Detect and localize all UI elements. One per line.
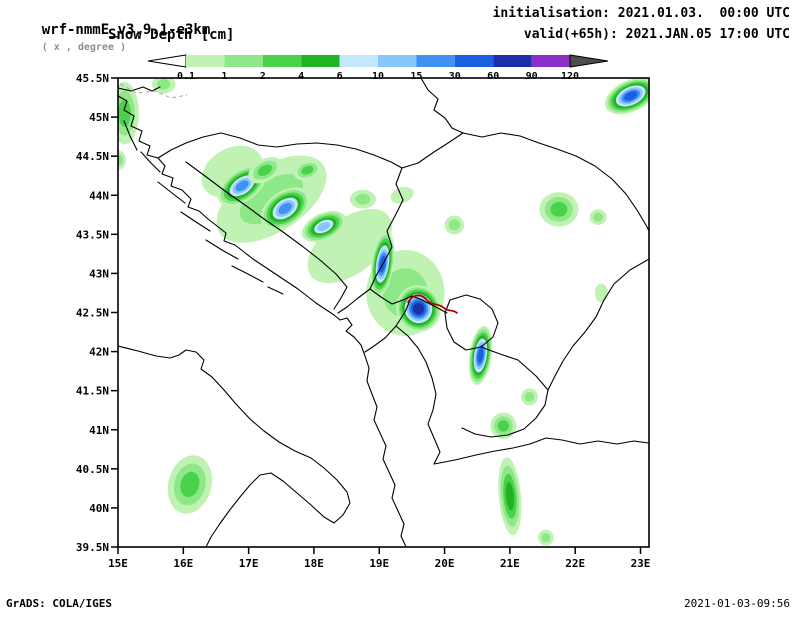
border-north-macedonia xyxy=(461,346,549,438)
x-tick-label: 20E xyxy=(435,557,455,570)
legend-tick-label: 6 xyxy=(337,71,343,82)
model-domain-dashed-line xyxy=(119,83,188,99)
legend-tick-label: 10 xyxy=(372,71,384,82)
x-tick-label: 21E xyxy=(500,557,520,570)
snow-contour-2cm xyxy=(550,201,568,217)
geography-layer xyxy=(118,78,649,547)
snow-contour-1cm xyxy=(448,219,460,231)
y-tick-label: 41.5N xyxy=(76,385,109,398)
border-kosovo xyxy=(444,294,499,351)
legend-cell-90 xyxy=(531,55,570,67)
legend-cell-6 xyxy=(339,55,378,67)
x-tick-label: 23E xyxy=(631,557,651,570)
x-tick-label: 15E xyxy=(108,557,128,570)
snow-contour-60cm xyxy=(412,302,424,315)
snow-contour-2cm xyxy=(180,471,200,498)
legend-tick-label: 30 xyxy=(449,71,461,82)
border-serbia-bulgaria xyxy=(547,258,649,391)
snow-contour-15cm xyxy=(235,180,249,192)
border-serbia-romania xyxy=(462,132,649,232)
coastline-adriatic-east xyxy=(118,95,407,547)
y-tick-label: 42.5N xyxy=(76,307,109,320)
legend-above-max-arrow xyxy=(569,54,609,68)
legend-tick-label: 15 xyxy=(410,71,422,82)
legend-tick-label: 90 xyxy=(526,71,538,82)
snow-contour-15cm xyxy=(278,202,292,215)
y-tick-label: 43N xyxy=(89,267,109,280)
y-tick-label: 39.5N xyxy=(76,541,109,554)
snow-contour-1cm xyxy=(541,533,551,543)
snow-contour-1cm xyxy=(593,212,603,222)
grads-credit: GrADS: COLA/IGES xyxy=(6,597,112,610)
snow-contour-0.1cm xyxy=(594,283,608,303)
colorbar-legend: 0.1 1 2 4 6 10 15 30 60 90 120 xyxy=(147,54,609,82)
legend-tick-label: 0.1 xyxy=(177,71,195,82)
x-tick-label: 22E xyxy=(565,557,585,570)
valid-time-label: valid(+65h): 2021.JAN.05 17:00 UTC xyxy=(523,27,790,42)
y-tick-label: 45.5N xyxy=(76,72,109,85)
snow-contour-0.1cm xyxy=(307,208,392,284)
border-highlight-red xyxy=(407,294,458,314)
legend-tick-label: 4 xyxy=(298,71,304,82)
snow-contour-0.1cm xyxy=(390,186,414,204)
legend-cell-0.1 xyxy=(186,55,225,67)
border-montenegro xyxy=(337,288,448,353)
legend-tick-label: 2 xyxy=(260,71,266,82)
legend-cell-2 xyxy=(262,55,302,67)
snow-contour-1cm xyxy=(524,391,535,402)
init-time-label: initialisation: 2021.01.03. 00:00 UTC xyxy=(492,6,790,21)
snow-contour-1cm xyxy=(118,154,124,166)
snow-contour-30cm xyxy=(477,347,484,364)
border-albania-east xyxy=(395,325,441,465)
legend-tick-label: 120 xyxy=(561,71,579,82)
legend-cell-60 xyxy=(493,55,532,67)
snow-contour-2cm xyxy=(118,99,131,127)
legend-cell-30 xyxy=(454,55,494,67)
y-tick-label: 44.5N xyxy=(76,150,109,163)
border-croatia-serbia-danube xyxy=(420,78,464,134)
x-tick-label: 16E xyxy=(173,557,193,570)
axis-ticks: 45.5N 45N 44.5N 44N 43.5N 43N 42.5N 42N 41.5N 41N… xyxy=(76,72,651,570)
snow-contour-2cm xyxy=(497,420,510,432)
border-slovenia-croatia xyxy=(118,86,161,92)
legend-tick-label: 60 xyxy=(487,71,499,82)
y-tick-label: 42N xyxy=(89,346,109,359)
border-bosnia-north-sava xyxy=(157,132,403,169)
y-tick-label: 45N xyxy=(89,111,109,124)
legend-tick-label: 1 xyxy=(221,71,227,82)
border-drina-bosnia-serbia xyxy=(369,167,404,290)
snow-contour-30cm xyxy=(624,91,638,101)
y-tick-label: 40N xyxy=(89,502,109,515)
y-tick-label: 41N xyxy=(89,424,109,437)
snow-contour-layer xyxy=(118,78,649,546)
snow-contour-4cm xyxy=(505,482,515,511)
creation-timestamp: 2021-01-03-09:56 xyxy=(684,597,790,610)
snow-contour-2cm xyxy=(301,165,314,175)
legend-cell-1 xyxy=(224,55,263,67)
x-tick-label: 19E xyxy=(369,557,389,570)
legend-cell-10 xyxy=(378,55,417,67)
legend-cell-15 xyxy=(416,55,455,67)
snow-contour-2cm xyxy=(257,164,273,176)
x-tick-label: 18E xyxy=(304,557,324,570)
model-title-text: wrf-nmmE_v3.9.1-e3km xyxy=(41,22,211,38)
variable-title: Snow Depth [cm] xyxy=(108,27,235,43)
model-projection-note: ( x , degree ) xyxy=(41,42,127,53)
adriatic-islands xyxy=(123,120,284,295)
model-title: wrf-nmmE_v3.9.1-e3km ( x , degree ) xyxy=(8,6,211,70)
border-greece-north xyxy=(433,437,649,465)
y-tick-label: 43.5N xyxy=(76,228,109,241)
snow-contour-1cm xyxy=(355,193,371,205)
y-tick-label: 40.5N xyxy=(76,463,109,476)
x-tick-label: 17E xyxy=(239,557,259,570)
y-tick-label: 44N xyxy=(89,189,109,202)
border-sava-to-belgrade xyxy=(401,132,464,169)
coastline-italy xyxy=(118,345,351,547)
border-croatia-bosnia-inland xyxy=(185,161,348,310)
legend-cell-4 xyxy=(301,55,340,67)
snow-contour-10cm xyxy=(317,221,331,232)
